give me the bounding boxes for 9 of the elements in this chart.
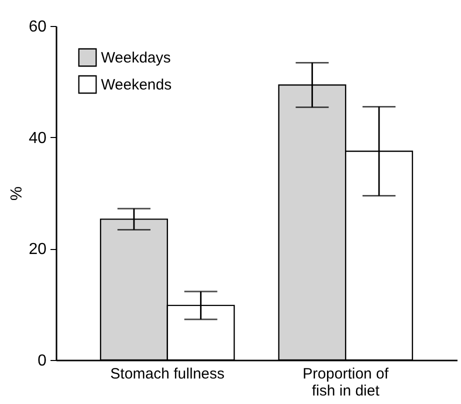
y-tick-label: 20 xyxy=(28,241,47,258)
y-tick-label: 0 xyxy=(38,352,47,370)
x-tick-label: Stomach fullness xyxy=(110,366,225,382)
legend-label: Weekdays xyxy=(101,50,171,66)
x-tick-label: Proportion of fish in diet xyxy=(302,366,390,400)
legend-label: Weekends xyxy=(101,76,172,94)
y-tick-label: 60 xyxy=(28,18,47,36)
y-tick-label: 40 xyxy=(28,130,47,147)
y-axis-title: % xyxy=(8,186,26,201)
